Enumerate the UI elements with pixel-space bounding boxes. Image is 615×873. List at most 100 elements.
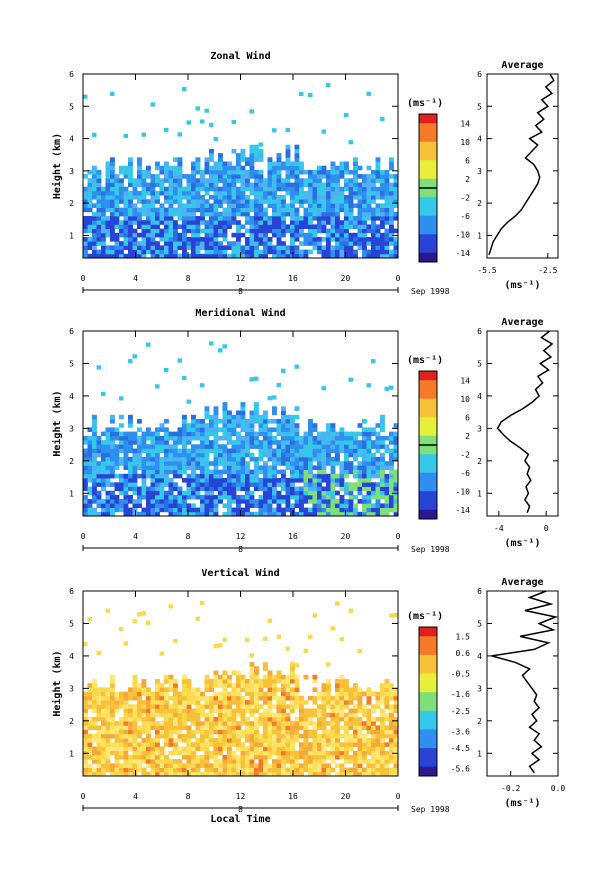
- heatmap-cell: [303, 511, 309, 517]
- heatmap-cell: [182, 241, 187, 246]
- heatmap-cell: [177, 507, 183, 513]
- heatmap-cell: [299, 490, 304, 496]
- heatmap-cell: [146, 746, 151, 752]
- heatmap-cell: [168, 733, 174, 739]
- heatmap-cell: [132, 211, 138, 217]
- heatmap-cell: [339, 224, 345, 229]
- heatmap-cell: [164, 249, 169, 255]
- heatmap-cell: [105, 169, 111, 175]
- heatmap-cell: [276, 423, 282, 428]
- heatmap-cell: [326, 444, 331, 449]
- heatmap-cell: [155, 473, 160, 479]
- heatmap-cell: [357, 482, 363, 487]
- heatmap-cell: [353, 750, 358, 756]
- heatmap-cell: [101, 716, 106, 722]
- heatmap-cell: [96, 169, 102, 175]
- colorbar-tick-label: -2: [460, 450, 470, 459]
- heatmap-cell: [186, 767, 192, 773]
- heatmap-cell: [312, 674, 318, 680]
- heatmap-cell: [299, 511, 304, 517]
- heatmap-cell: [146, 448, 151, 454]
- heatmap-cell: [195, 461, 201, 466]
- heatmap-cell: [186, 253, 192, 259]
- heatmap-cell: [123, 211, 129, 217]
- heatmap-cell: [362, 482, 367, 487]
- heatmap-cell: [312, 511, 318, 517]
- heatmap-cell: [272, 186, 277, 192]
- heatmap-cell: [357, 232, 363, 238]
- heatmap-cell: [146, 465, 151, 470]
- heatmap-cell: [227, 738, 232, 743]
- heatmap-cell: [366, 490, 372, 496]
- heatmap-cell: [303, 448, 309, 454]
- heatmap-cell: [326, 486, 331, 492]
- heatmap-cell: [204, 473, 210, 479]
- heatmap-cell: [285, 507, 291, 513]
- colorbar-band: [419, 178, 437, 189]
- heatmap-cell: [272, 216, 277, 221]
- heatmap-cell: [227, 742, 232, 747]
- heatmap-cell: [258, 203, 264, 208]
- heatmap-cell: [128, 771, 133, 777]
- heatmap-cell: [371, 182, 376, 188]
- heatmap-cell: [101, 712, 106, 718]
- heatmap-cell: [357, 763, 363, 768]
- heatmap-cell: [101, 440, 106, 445]
- heatmap-cell: [213, 716, 219, 722]
- heatmap-cell: [236, 190, 241, 196]
- heatmap-cell: [231, 712, 237, 718]
- heatmap-cell: [159, 482, 165, 487]
- heatmap-cell: [200, 738, 205, 743]
- heatmap-cell: [173, 186, 178, 192]
- heatmap-cell: [236, 448, 241, 454]
- heatmap-cell: [146, 503, 151, 508]
- heatmap-cell: [159, 721, 165, 726]
- heatmap-cell: [222, 169, 228, 175]
- heatmap-cell: [105, 195, 111, 200]
- heatmap-cell: [294, 178, 300, 183]
- heatmap-cell: [222, 721, 228, 726]
- heatmap-cell: [222, 763, 228, 768]
- heatmap-cell: [123, 232, 129, 238]
- heatmap-cell: [123, 712, 129, 718]
- heatmap-cell: [204, 165, 210, 171]
- heatmap-cell: [132, 469, 138, 475]
- heatmap-cell: [344, 113, 349, 118]
- heatmap-cell: [281, 729, 286, 735]
- heatmap-cell: [240, 754, 246, 760]
- heatmap-cell: [267, 199, 273, 204]
- heatmap-cell: [344, 249, 349, 255]
- heatmap-cell: [119, 249, 124, 255]
- heatmap-cell: [339, 712, 345, 718]
- heatmap-cell: [177, 182, 183, 188]
- heatmap-cell: [101, 469, 106, 475]
- heatmap-cell: [218, 469, 223, 475]
- colorbar-band: [419, 710, 437, 721]
- heatmap-cell: [276, 169, 282, 175]
- heatmap-cell: [375, 190, 381, 196]
- heatmap-cell: [177, 174, 183, 179]
- heatmap-cell: [281, 712, 286, 718]
- heatmap-cell: [191, 461, 196, 466]
- heatmap-cell: [290, 245, 295, 250]
- heatmap-cell: [123, 750, 129, 756]
- heatmap-cell: [209, 511, 214, 517]
- heatmap-cell: [105, 220, 111, 225]
- heatmap-cell: [231, 249, 237, 255]
- colorbar-band: [419, 123, 437, 133]
- heatmap-cell: [353, 216, 358, 221]
- heatmap-cell: [191, 169, 196, 175]
- heatmap-cell: [132, 746, 138, 752]
- heatmap-cell: [362, 207, 367, 213]
- heatmap-cell: [114, 729, 120, 735]
- heatmap-cell: [380, 503, 385, 508]
- heatmap-cell: [177, 203, 183, 208]
- heatmap-cell: [285, 691, 291, 697]
- heatmap-cell: [362, 216, 367, 221]
- heatmap-cell: [195, 245, 201, 250]
- heatmap-cell: [177, 763, 183, 768]
- heatmap-cell: [92, 478, 97, 483]
- heatmap-cell: [258, 157, 264, 162]
- heatmap-cell: [254, 253, 259, 259]
- heatmap-cell: [191, 511, 196, 517]
